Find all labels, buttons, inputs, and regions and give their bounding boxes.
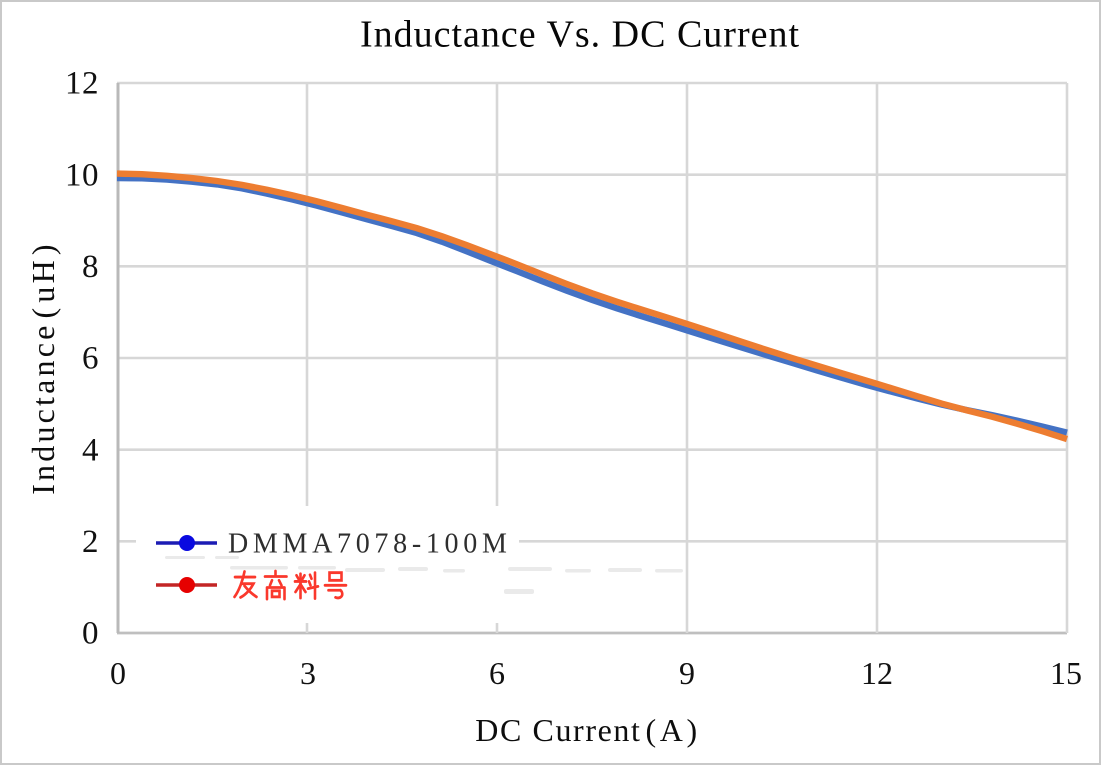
svg-text:0: 0: [110, 655, 126, 691]
svg-text:12: 12: [65, 66, 99, 102]
svg-text:2: 2: [82, 524, 99, 560]
svg-text:Inductance(uH): Inductance(uH): [25, 241, 61, 495]
svg-text:6: 6: [82, 341, 99, 377]
svg-text:15: 15: [1050, 655, 1082, 691]
svg-text:Inductance Vs. DC Current: Inductance Vs. DC Current: [360, 14, 800, 56]
svg-text:3: 3: [300, 655, 316, 691]
svg-text:12: 12: [861, 655, 893, 691]
svg-text:DMMA7078-100M: DMMA7078-100M: [228, 529, 512, 560]
svg-text:9: 9: [679, 655, 695, 691]
svg-text:4: 4: [82, 432, 99, 468]
svg-text:DC Current(A): DC Current (A): [475, 712, 698, 748]
svg-text:10: 10: [65, 157, 99, 193]
svg-text:8: 8: [82, 249, 99, 285]
svg-text:6: 6: [489, 655, 505, 691]
svg-text:0: 0: [82, 616, 99, 652]
